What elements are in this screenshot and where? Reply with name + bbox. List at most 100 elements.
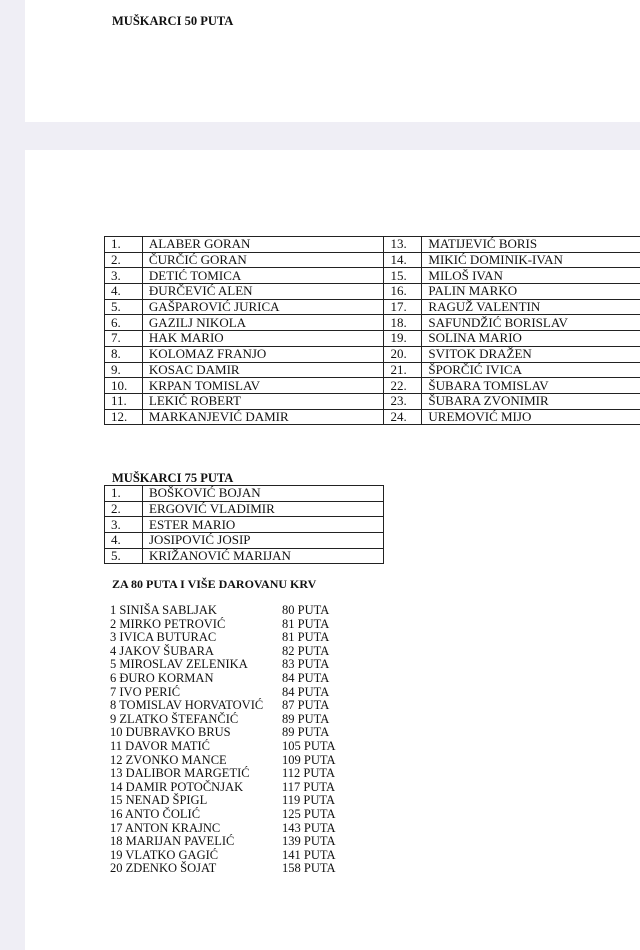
number-cell: 14. bbox=[384, 252, 422, 268]
donor-name: 12 ZVONKO MANCE bbox=[110, 753, 227, 767]
list-item: 16 ANTO ČOLIĆ 125 PUTA bbox=[110, 808, 350, 822]
number-cell: 4. bbox=[105, 533, 143, 549]
donor-name: 13 DALIBOR MARGETIĆ bbox=[110, 766, 250, 780]
name-cell: ĐURČEVIĆ ALEN bbox=[142, 284, 384, 300]
list-item: 7 IVO PERIĆ 84 PUTA bbox=[110, 686, 350, 700]
name-cell: SAFUNDŽIĆ BORISLAV bbox=[422, 315, 640, 331]
donor-name: 3 IVICA BUTURAC bbox=[110, 630, 216, 644]
donation-count: 109 PUTA bbox=[282, 754, 336, 768]
donation-count: 143 PUTA bbox=[282, 822, 336, 836]
number-cell: 11. bbox=[105, 393, 143, 409]
number-cell: 8. bbox=[105, 346, 143, 362]
list-item: 1 SINIŠA SABLJAK 80 PUTA bbox=[110, 604, 350, 618]
list-item: 13 DALIBOR MARGETIĆ 112 PUTA bbox=[110, 767, 350, 781]
donor-name: 10 DUBRAVKO BRUS bbox=[110, 725, 231, 739]
number-cell: 23. bbox=[384, 393, 422, 409]
donation-count: 105 PUTA bbox=[282, 740, 336, 754]
name-cell: MILOŠ IVAN bbox=[422, 268, 640, 284]
number-cell: 18. bbox=[384, 315, 422, 331]
number-cell: 10. bbox=[105, 378, 143, 394]
donor-name: 7 IVO PERIĆ bbox=[110, 685, 180, 699]
donation-count: 81 PUTA bbox=[282, 631, 329, 645]
name-cell: SOLINA MARIO bbox=[422, 331, 640, 347]
heading-50: MUŠKARCI 50 PUTA bbox=[112, 14, 233, 29]
number-cell: 16. bbox=[384, 284, 422, 300]
number-cell: 13. bbox=[384, 237, 422, 253]
donation-count: 84 PUTA bbox=[282, 686, 329, 700]
number-cell: 2. bbox=[105, 501, 143, 517]
number-cell: 21. bbox=[384, 362, 422, 378]
donation-count: 83 PUTA bbox=[282, 658, 329, 672]
donor-name: 5 MIROSLAV ZELENIKA bbox=[110, 657, 248, 671]
name-cell: LEKIĆ ROBERT bbox=[142, 393, 384, 409]
number-cell: 15. bbox=[384, 268, 422, 284]
donation-count: 125 PUTA bbox=[282, 808, 336, 822]
donation-count: 87 PUTA bbox=[282, 699, 329, 713]
list-item: 12 ZVONKO MANCE 109 PUTA bbox=[110, 754, 350, 768]
donation-count: 80 PUTA bbox=[282, 604, 329, 618]
list-item: 17 ANTON KRAJNC 143 PUTA bbox=[110, 822, 350, 836]
donation-count: 112 PUTA bbox=[282, 767, 335, 781]
name-cell: ŠPORČIĆ IVICA bbox=[422, 362, 640, 378]
donor-name: 14 DAMIR POTOČNJAK bbox=[110, 780, 243, 794]
donation-count: 89 PUTA bbox=[282, 713, 329, 727]
donation-count: 84 PUTA bbox=[282, 672, 329, 686]
donor-name: 20 ZDENKO ŠOJAT bbox=[110, 861, 216, 875]
name-cell: MATIJEVIĆ BORIS bbox=[422, 237, 640, 253]
name-cell: KOSAC DAMIR bbox=[142, 362, 384, 378]
list-item: 18 MARIJAN PAVELIĆ 139 PUTA bbox=[110, 835, 350, 849]
donor-name: 19 VLATKO GAGIĆ bbox=[110, 848, 218, 862]
name-cell: MIKIĆ DOMINIK-IVAN bbox=[422, 252, 640, 268]
name-cell: DETIĆ TOMICA bbox=[142, 268, 384, 284]
number-cell: 1. bbox=[105, 486, 143, 502]
number-cell: 12. bbox=[105, 409, 143, 425]
number-cell: 5. bbox=[105, 299, 143, 315]
number-cell: 24. bbox=[384, 409, 422, 425]
name-cell: ŠUBARA ZVONIMIR bbox=[422, 393, 640, 409]
table-row: 4.JOSIPOVIĆ JOSIP bbox=[105, 533, 384, 549]
donor-name: 18 MARIJAN PAVELIĆ bbox=[110, 834, 234, 848]
donor-name: 6 ĐURO KORMAN bbox=[110, 671, 213, 685]
list-item: 4 JAKOV ŠUBARA 82 PUTA bbox=[110, 645, 350, 659]
number-cell: 7. bbox=[105, 331, 143, 347]
name-cell: ČURČIĆ GORAN bbox=[142, 252, 384, 268]
number-cell: 5. bbox=[105, 548, 143, 564]
donation-count: 139 PUTA bbox=[282, 835, 336, 849]
donor-name: 4 JAKOV ŠUBARA bbox=[110, 644, 214, 658]
donor-name: 11 DAVOR MATIĆ bbox=[110, 739, 210, 753]
donation-count: 82 PUTA bbox=[282, 645, 329, 659]
donation-count: 158 PUTA bbox=[282, 862, 336, 876]
name-cell: PALIN MARKO bbox=[422, 284, 640, 300]
number-cell: 20. bbox=[384, 346, 422, 362]
donor-name: 16 ANTO ČOLIĆ bbox=[110, 807, 200, 821]
list-item: 6 ĐURO KORMAN 84 PUTA bbox=[110, 672, 350, 686]
name-cell: KRIŽANOVIĆ MARIJAN bbox=[143, 548, 384, 564]
heading-75: MUŠKARCI 75 PUTA bbox=[112, 471, 233, 486]
donor-name: 1 SINIŠA SABLJAK bbox=[110, 603, 217, 617]
number-cell: 2. bbox=[105, 252, 143, 268]
number-cell: 22. bbox=[384, 378, 422, 394]
donor-name: 17 ANTON KRAJNC bbox=[110, 821, 220, 835]
table-row: 1.BOŠKOVIĆ BOJAN bbox=[105, 486, 384, 502]
table-row: 5.KRIŽANOVIĆ MARIJAN bbox=[105, 548, 384, 564]
name-cell: ESTER MARIO bbox=[143, 517, 384, 533]
number-cell: 9. bbox=[105, 362, 143, 378]
name-cell: UREMOVIĆ MIJO bbox=[422, 409, 640, 425]
name-cell: GAŠPAROVIĆ JURICA bbox=[142, 299, 384, 315]
name-cell: HAK MARIO bbox=[142, 331, 384, 347]
